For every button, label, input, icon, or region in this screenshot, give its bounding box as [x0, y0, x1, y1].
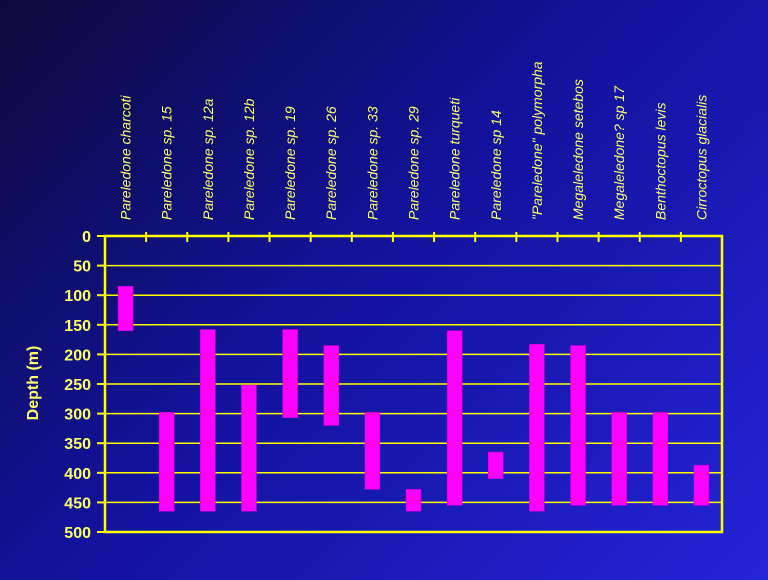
y-tick-label: 200 [64, 347, 91, 364]
depth-bar [364, 412, 381, 490]
depth-bar [529, 344, 545, 512]
y-tick-label: 350 [64, 436, 91, 453]
depth-bar [282, 329, 298, 418]
species-label: Pareledone sp. 12a [200, 98, 216, 220]
depth-bar [241, 384, 257, 512]
depth-bar [611, 412, 627, 506]
y-tick-labels: 0 50 100 150 200 250 300 350 400 450 500 [64, 229, 105, 542]
depth-bar [200, 329, 216, 512]
species-label: Benthoctopus levis [652, 102, 668, 220]
depth-bar [323, 345, 339, 426]
y-tick-label: 50 [73, 259, 91, 276]
y-tick-label: 150 [64, 318, 91, 335]
depth-bar [693, 464, 710, 506]
depth-bar [446, 330, 463, 506]
axes [103, 232, 724, 534]
species-label: Pareledone sp. 33 [364, 106, 380, 220]
grid-lines [105, 264, 722, 504]
y-tick-label: 300 [64, 407, 91, 424]
species-label: "Pareledone" polymorpha [529, 61, 545, 220]
depth-bar [488, 451, 504, 479]
species-labels: Pareledone charcoti Pareledone sp. 15 Pare… [118, 61, 710, 220]
species-label: Pareledone sp. 15 [159, 106, 175, 220]
species-label: Megaleledone setebos [570, 79, 586, 220]
y-tick-label: 0 [82, 229, 91, 246]
species-label: Pareledone charcoti [118, 95, 134, 220]
depth-bar [405, 489, 422, 512]
species-label: Pareledone sp. 12b [241, 98, 257, 220]
depth-bars [117, 286, 710, 512]
depth-bar [652, 412, 669, 506]
y-tick-label: 500 [64, 525, 91, 542]
species-label: Cirroctopus glacialis [693, 95, 709, 220]
species-label: Pareledone sp. 29 [406, 106, 422, 220]
depth-bar [158, 412, 175, 512]
depth-bar [570, 345, 586, 506]
y-tick-label: 400 [64, 466, 91, 483]
species-label: Megaleledone? sp 17 [611, 85, 627, 220]
y-tick-label: 450 [64, 495, 91, 512]
y-axis-title: Depth (m) [25, 346, 42, 421]
species-label: Pareledone sp. 26 [323, 106, 339, 220]
species-label: Pareledone turqueti [447, 97, 463, 220]
depth-bar [117, 286, 134, 331]
y-tick-label: 100 [64, 288, 91, 305]
species-label: Pareledone sp 14 [488, 110, 504, 220]
y-tick-label: 250 [64, 377, 91, 394]
species-label: Pareledone sp. 19 [282, 106, 298, 220]
